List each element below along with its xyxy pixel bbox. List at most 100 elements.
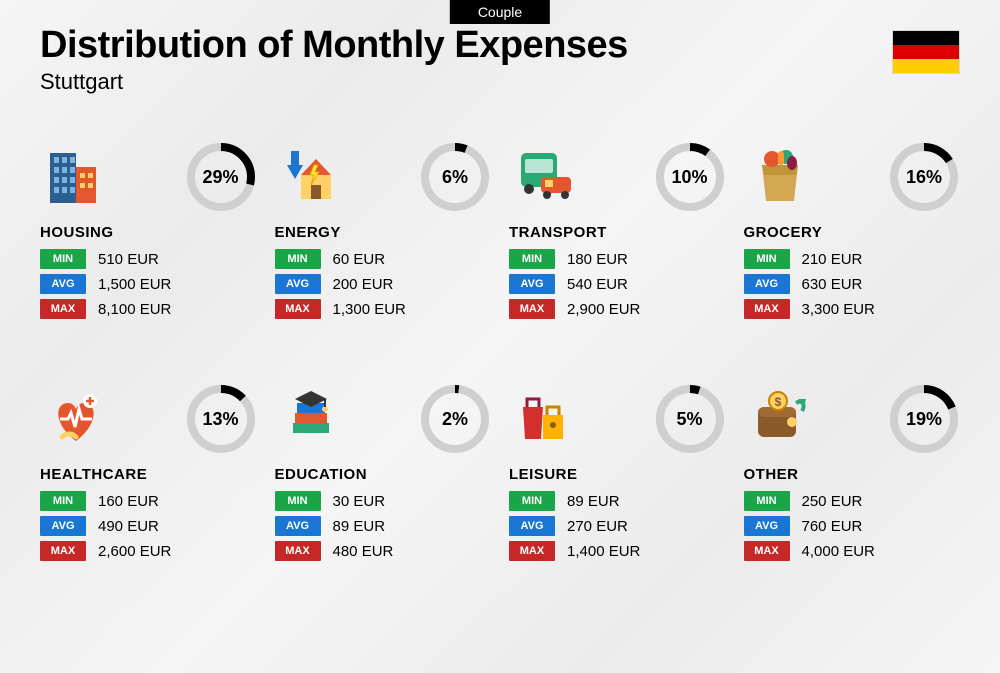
min-value: 510 EUR xyxy=(98,251,159,268)
min-row: MIN 250 EUR xyxy=(744,491,961,511)
min-row: MIN 210 EUR xyxy=(744,249,961,269)
max-row: MAX 1,400 EUR xyxy=(509,541,726,561)
card-top: 5% xyxy=(509,382,726,456)
germany-flag-icon xyxy=(892,30,960,74)
category-name: TRANSPORT xyxy=(509,224,726,241)
min-value: 250 EUR xyxy=(802,493,863,510)
flag-stripe xyxy=(893,31,959,45)
max-badge: MAX xyxy=(744,299,790,319)
percent-value: 29% xyxy=(202,167,238,188)
max-badge: MAX xyxy=(509,541,555,561)
category-name: HOUSING xyxy=(40,224,257,241)
max-row: MAX 1,300 EUR xyxy=(275,299,492,319)
avg-row: AVG 540 EUR xyxy=(509,274,726,294)
subtitle-city: Stuttgart xyxy=(40,69,960,95)
svg-text:$: $ xyxy=(774,395,781,409)
max-badge: MAX xyxy=(509,299,555,319)
max-row: MAX 2,600 EUR xyxy=(40,541,257,561)
card-top: 16% xyxy=(744,140,961,214)
max-value: 1,300 EUR xyxy=(333,301,406,318)
max-value: 480 EUR xyxy=(333,543,394,560)
min-row: MIN 180 EUR xyxy=(509,249,726,269)
card-top: 2% xyxy=(275,382,492,456)
card-top: 29% xyxy=(40,140,257,214)
percent-value: 10% xyxy=(671,167,707,188)
avg-row: AVG 270 EUR xyxy=(509,516,726,536)
max-row: MAX 480 EUR xyxy=(275,541,492,561)
avg-value: 270 EUR xyxy=(567,518,628,535)
page-title: Distribution of Monthly Expenses xyxy=(40,24,960,67)
avg-value: 1,500 EUR xyxy=(98,276,171,293)
flag-stripe xyxy=(893,59,959,73)
min-row: MIN 89 EUR xyxy=(509,491,726,511)
max-row: MAX 3,300 EUR xyxy=(744,299,961,319)
percent-value: 2% xyxy=(442,409,468,430)
max-badge: MAX xyxy=(40,299,86,319)
min-value: 210 EUR xyxy=(802,251,863,268)
avg-badge: AVG xyxy=(275,516,321,536)
avg-value: 490 EUR xyxy=(98,518,159,535)
other-icon: $ xyxy=(744,383,816,455)
max-badge: MAX xyxy=(40,541,86,561)
percent-ring: 2% xyxy=(419,383,491,455)
max-row: MAX 2,900 EUR xyxy=(509,299,726,319)
household-tag: Couple xyxy=(450,0,550,24)
percent-ring: 10% xyxy=(654,141,726,213)
max-badge: MAX xyxy=(275,299,321,319)
avg-badge: AVG xyxy=(744,516,790,536)
percent-ring: 13% xyxy=(185,383,257,455)
min-row: MIN 510 EUR xyxy=(40,249,257,269)
percent-ring: 29% xyxy=(185,141,257,213)
category-name: OTHER xyxy=(744,466,961,483)
avg-badge: AVG xyxy=(509,274,555,294)
avg-badge: AVG xyxy=(40,516,86,536)
avg-badge: AVG xyxy=(509,516,555,536)
expense-card-housing: 29% HOUSING MIN 510 EUR AVG 1,500 EUR MA… xyxy=(40,140,257,324)
percent-value: 5% xyxy=(676,409,702,430)
expense-card-education: 2% EDUCATION MIN 30 EUR AVG 89 EUR MAX 4… xyxy=(275,382,492,566)
min-badge: MIN xyxy=(744,249,790,269)
percent-ring: 6% xyxy=(419,141,491,213)
max-value: 4,000 EUR xyxy=(802,543,875,560)
max-value: 2,600 EUR xyxy=(98,543,171,560)
min-value: 60 EUR xyxy=(333,251,386,268)
avg-value: 760 EUR xyxy=(802,518,863,535)
max-badge: MAX xyxy=(744,541,790,561)
percent-value: 19% xyxy=(906,409,942,430)
min-value: 30 EUR xyxy=(333,493,386,510)
avg-value: 630 EUR xyxy=(802,276,863,293)
avg-row: AVG 760 EUR xyxy=(744,516,961,536)
expense-card-grocery: 16% GROCERY MIN 210 EUR AVG 630 EUR MAX … xyxy=(744,140,961,324)
grocery-icon xyxy=(744,141,816,213)
percent-value: 6% xyxy=(442,167,468,188)
category-name: ENERGY xyxy=(275,224,492,241)
card-top: $ 19% xyxy=(744,382,961,456)
header: Distribution of Monthly Expenses Stuttga… xyxy=(40,24,960,95)
min-badge: MIN xyxy=(744,491,790,511)
expense-grid: 29% HOUSING MIN 510 EUR AVG 1,500 EUR MA… xyxy=(40,140,960,566)
avg-row: AVG 200 EUR xyxy=(275,274,492,294)
expense-card-transport: 10% TRANSPORT MIN 180 EUR AVG 540 EUR MA… xyxy=(509,140,726,324)
avg-badge: AVG xyxy=(275,274,321,294)
min-badge: MIN xyxy=(40,491,86,511)
percent-value: 13% xyxy=(202,409,238,430)
expense-card-healthcare: 13% HEALTHCARE MIN 160 EUR AVG 490 EUR M… xyxy=(40,382,257,566)
max-value: 3,300 EUR xyxy=(802,301,875,318)
min-badge: MIN xyxy=(275,249,321,269)
max-row: MAX 4,000 EUR xyxy=(744,541,961,561)
avg-value: 200 EUR xyxy=(333,276,394,293)
min-badge: MIN xyxy=(275,491,321,511)
category-name: GROCERY xyxy=(744,224,961,241)
min-value: 160 EUR xyxy=(98,493,159,510)
percent-ring: 5% xyxy=(654,383,726,455)
avg-value: 89 EUR xyxy=(333,518,386,535)
energy-icon xyxy=(275,141,347,213)
avg-row: AVG 630 EUR xyxy=(744,274,961,294)
category-name: HEALTHCARE xyxy=(40,466,257,483)
min-row: MIN 60 EUR xyxy=(275,249,492,269)
avg-badge: AVG xyxy=(40,274,86,294)
avg-row: AVG 1,500 EUR xyxy=(40,274,257,294)
min-badge: MIN xyxy=(509,491,555,511)
min-row: MIN 160 EUR xyxy=(40,491,257,511)
expense-card-other: $ 19% OTHER MIN 250 EUR AVG 760 EUR MAX … xyxy=(744,382,961,566)
